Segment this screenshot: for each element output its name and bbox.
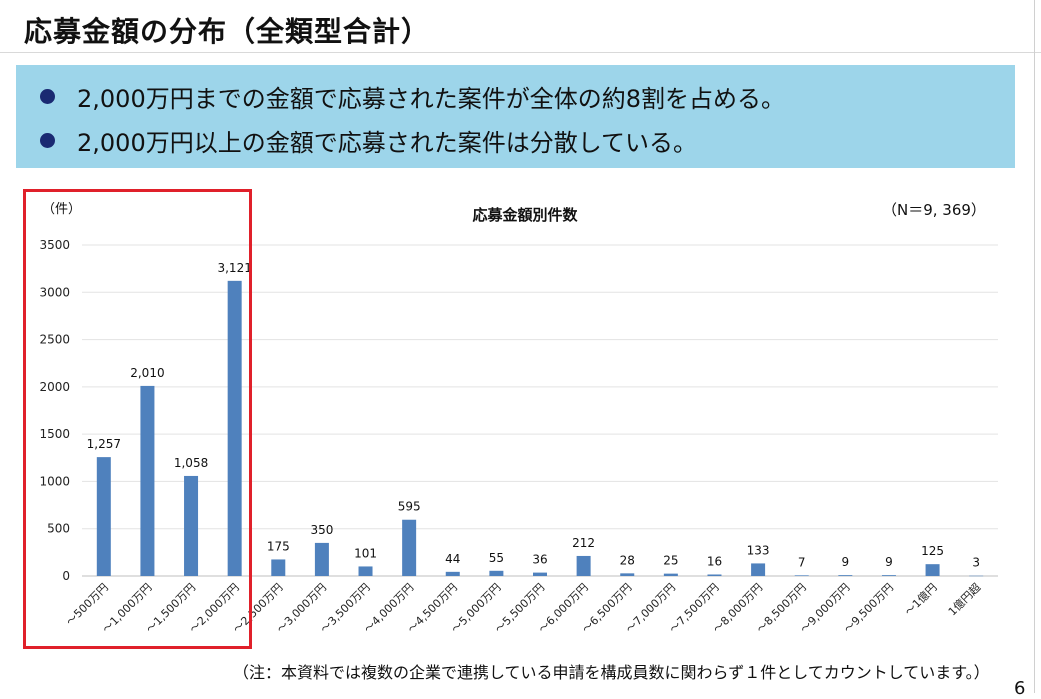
bar (533, 572, 547, 576)
data-label: 9 (842, 555, 850, 569)
title-divider (0, 52, 1041, 53)
data-label: 25 (663, 554, 678, 568)
data-label: 28 (620, 553, 635, 567)
bar (140, 385, 155, 576)
bar (881, 575, 896, 576)
y-tick-label: 1500 (39, 427, 70, 441)
data-label: 212 (572, 536, 595, 550)
bullet-dot-icon (40, 89, 55, 104)
data-label: 2,010 (130, 366, 164, 380)
summary-box: 2,000万円までの金額で応募された案件が全体の約8割を占める。 2,000万円… (16, 65, 1015, 168)
data-label: 36 (532, 553, 547, 567)
data-label: 44 (445, 552, 460, 566)
bar (576, 555, 591, 576)
data-label: 1,257 (87, 437, 121, 451)
data-label: 7 (798, 555, 806, 569)
x-tick-label: 1億円超 (945, 580, 983, 618)
data-label: 9 (885, 555, 893, 569)
page-number: 6 (1014, 678, 1026, 699)
summary-bullet-text: 2,000万円以上の金額で応募された案件は分散している。 (77, 129, 697, 157)
data-label: 55 (489, 551, 504, 565)
data-label: 16 (707, 554, 722, 568)
data-label: 3 (972, 556, 980, 570)
y-tick-label: 3500 (39, 238, 70, 252)
data-label: 133 (747, 543, 770, 557)
sample-size-label: （N＝9, 369） (882, 201, 986, 219)
data-label: 125 (921, 544, 944, 558)
bar (707, 574, 722, 576)
y-tick-label: 0 (62, 569, 70, 583)
data-label: 3,121 (217, 261, 251, 275)
data-label: 595 (398, 500, 421, 514)
bar (271, 559, 286, 576)
summary-bullet-text: 2,000万円までの金額で応募された案件が全体の約8割を占める。 (77, 85, 785, 113)
bar (227, 280, 242, 576)
bar (663, 573, 678, 576)
y-tick-label: 2000 (39, 380, 70, 394)
bar (314, 542, 329, 576)
y-tick-label: 3000 (39, 285, 70, 299)
bullet-dot-icon (40, 133, 55, 148)
bar (402, 519, 417, 576)
data-label: 350 (310, 523, 333, 537)
bar (96, 457, 111, 576)
bar (489, 570, 504, 576)
bar (794, 575, 809, 576)
bar (751, 563, 766, 576)
data-label: 1,058 (174, 456, 208, 470)
y-tick-label: 500 (47, 522, 70, 536)
footnote: （注：本資料では複数の企業で連携している申請を構成員数に関わらず１件としてカウン… (233, 663, 990, 682)
page-title: 応募金額の分布（全類型合計） (24, 15, 431, 48)
x-tick-label: ～1億円 (902, 581, 939, 618)
y-tick-label: 2500 (39, 333, 70, 347)
bar (358, 566, 373, 576)
bar (838, 575, 853, 576)
data-label: 101 (354, 546, 377, 560)
bar (969, 575, 984, 577)
summary-bullet-2: 2,000万円以上の金額で応募された案件は分散している。 (40, 123, 697, 158)
summary-bullet-1: 2,000万円までの金額で応募された案件が全体の約8割を占める。 (40, 79, 785, 114)
bar (925, 564, 940, 576)
bar (445, 571, 460, 576)
right-edge-line (1034, 0, 1035, 693)
bar (620, 573, 635, 576)
chart-title: 応募金額別件数 (472, 206, 578, 224)
y-axis-unit-label: （件） (42, 202, 82, 217)
data-label: 175 (267, 539, 290, 553)
bar (184, 475, 199, 576)
highlight-box (23, 189, 252, 649)
y-tick-label: 1000 (39, 474, 70, 488)
